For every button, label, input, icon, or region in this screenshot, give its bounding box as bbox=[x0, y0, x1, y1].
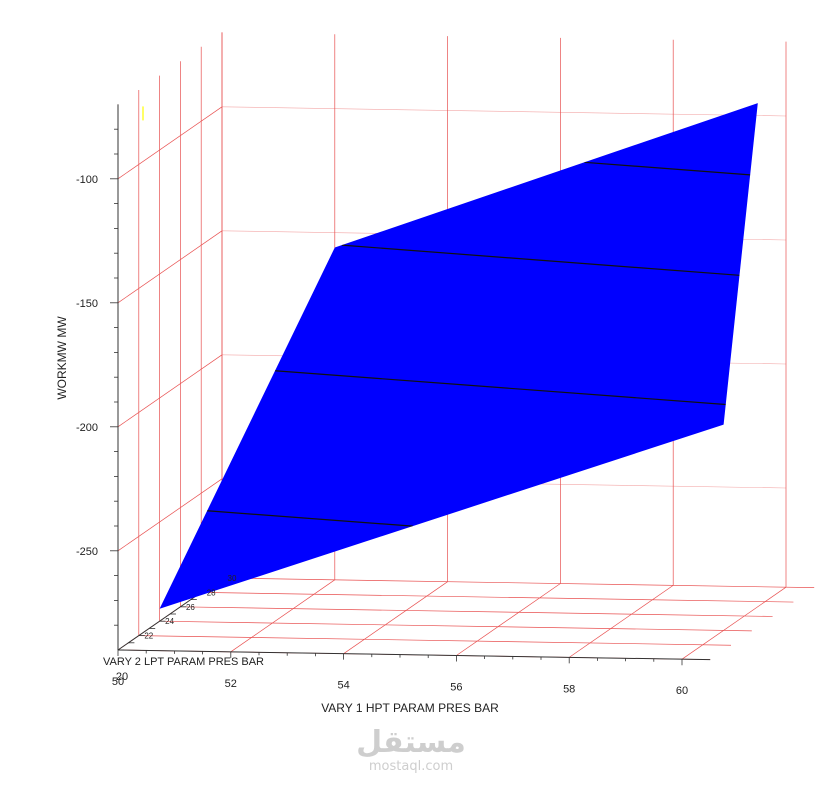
x-tick-label: 60 bbox=[676, 685, 688, 697]
grid-line bbox=[117, 230, 223, 304]
x-tick-label: 58 bbox=[563, 683, 575, 695]
surface-polygon bbox=[159, 103, 758, 609]
grid-line bbox=[343, 581, 448, 654]
contour-line bbox=[584, 161, 751, 176]
y-tick-label: 24 bbox=[165, 617, 174, 626]
grid-line bbox=[117, 354, 223, 428]
y-tick-label: 20 bbox=[116, 671, 128, 683]
z-tick-label: -100 bbox=[76, 174, 98, 186]
x-tick-label: 50 bbox=[112, 676, 124, 688]
grid-line bbox=[221, 577, 815, 589]
grid-line bbox=[117, 106, 223, 180]
x-tick-label: 56 bbox=[450, 682, 462, 694]
z-tick-label: -150 bbox=[76, 298, 98, 310]
x-tick-label: 52 bbox=[225, 678, 237, 690]
z-tick-label: -200 bbox=[76, 422, 98, 434]
grid-line bbox=[681, 586, 787, 660]
grid-line bbox=[138, 635, 732, 646]
surface-layer bbox=[159, 103, 758, 609]
watermark-url: mostaql.com bbox=[369, 759, 453, 774]
x-axis-title: VARY 1 HPT PARAM PRES BAR bbox=[321, 701, 499, 715]
contour-line bbox=[274, 370, 726, 406]
labels-layer: -100 -150 -200 -250 50 52 54 56 58 60 20 22 24 26 28 30 bbox=[76, 174, 688, 697]
grid-line bbox=[230, 579, 335, 653]
grid-line bbox=[117, 478, 223, 552]
grid-line bbox=[569, 585, 674, 658]
z-tick-label: -250 bbox=[76, 546, 98, 558]
grid-line bbox=[201, 592, 794, 603]
y-tick-label: 22 bbox=[144, 632, 153, 641]
watermark-logo: مستقل bbox=[356, 725, 466, 760]
x-tick-label: 54 bbox=[337, 680, 349, 692]
z-axis-title: WORKMW MW bbox=[55, 316, 69, 400]
contour-line bbox=[341, 244, 740, 276]
y-axis-title: VARY 2 LPT PARAM PRES BAR bbox=[103, 656, 264, 668]
x-axis-line bbox=[117, 649, 711, 661]
grid-line bbox=[180, 606, 773, 617]
y-tick-label: 26 bbox=[186, 603, 195, 612]
y-tick-label: 30 bbox=[228, 574, 237, 583]
y-tick-label: 28 bbox=[207, 588, 216, 597]
contour-lines bbox=[207, 161, 751, 527]
contour-line bbox=[207, 510, 413, 527]
grid-line bbox=[221, 106, 787, 117]
watermark: مستقل mostaql.com bbox=[356, 725, 466, 774]
grid-line bbox=[456, 583, 561, 656]
grid-line bbox=[159, 620, 752, 632]
